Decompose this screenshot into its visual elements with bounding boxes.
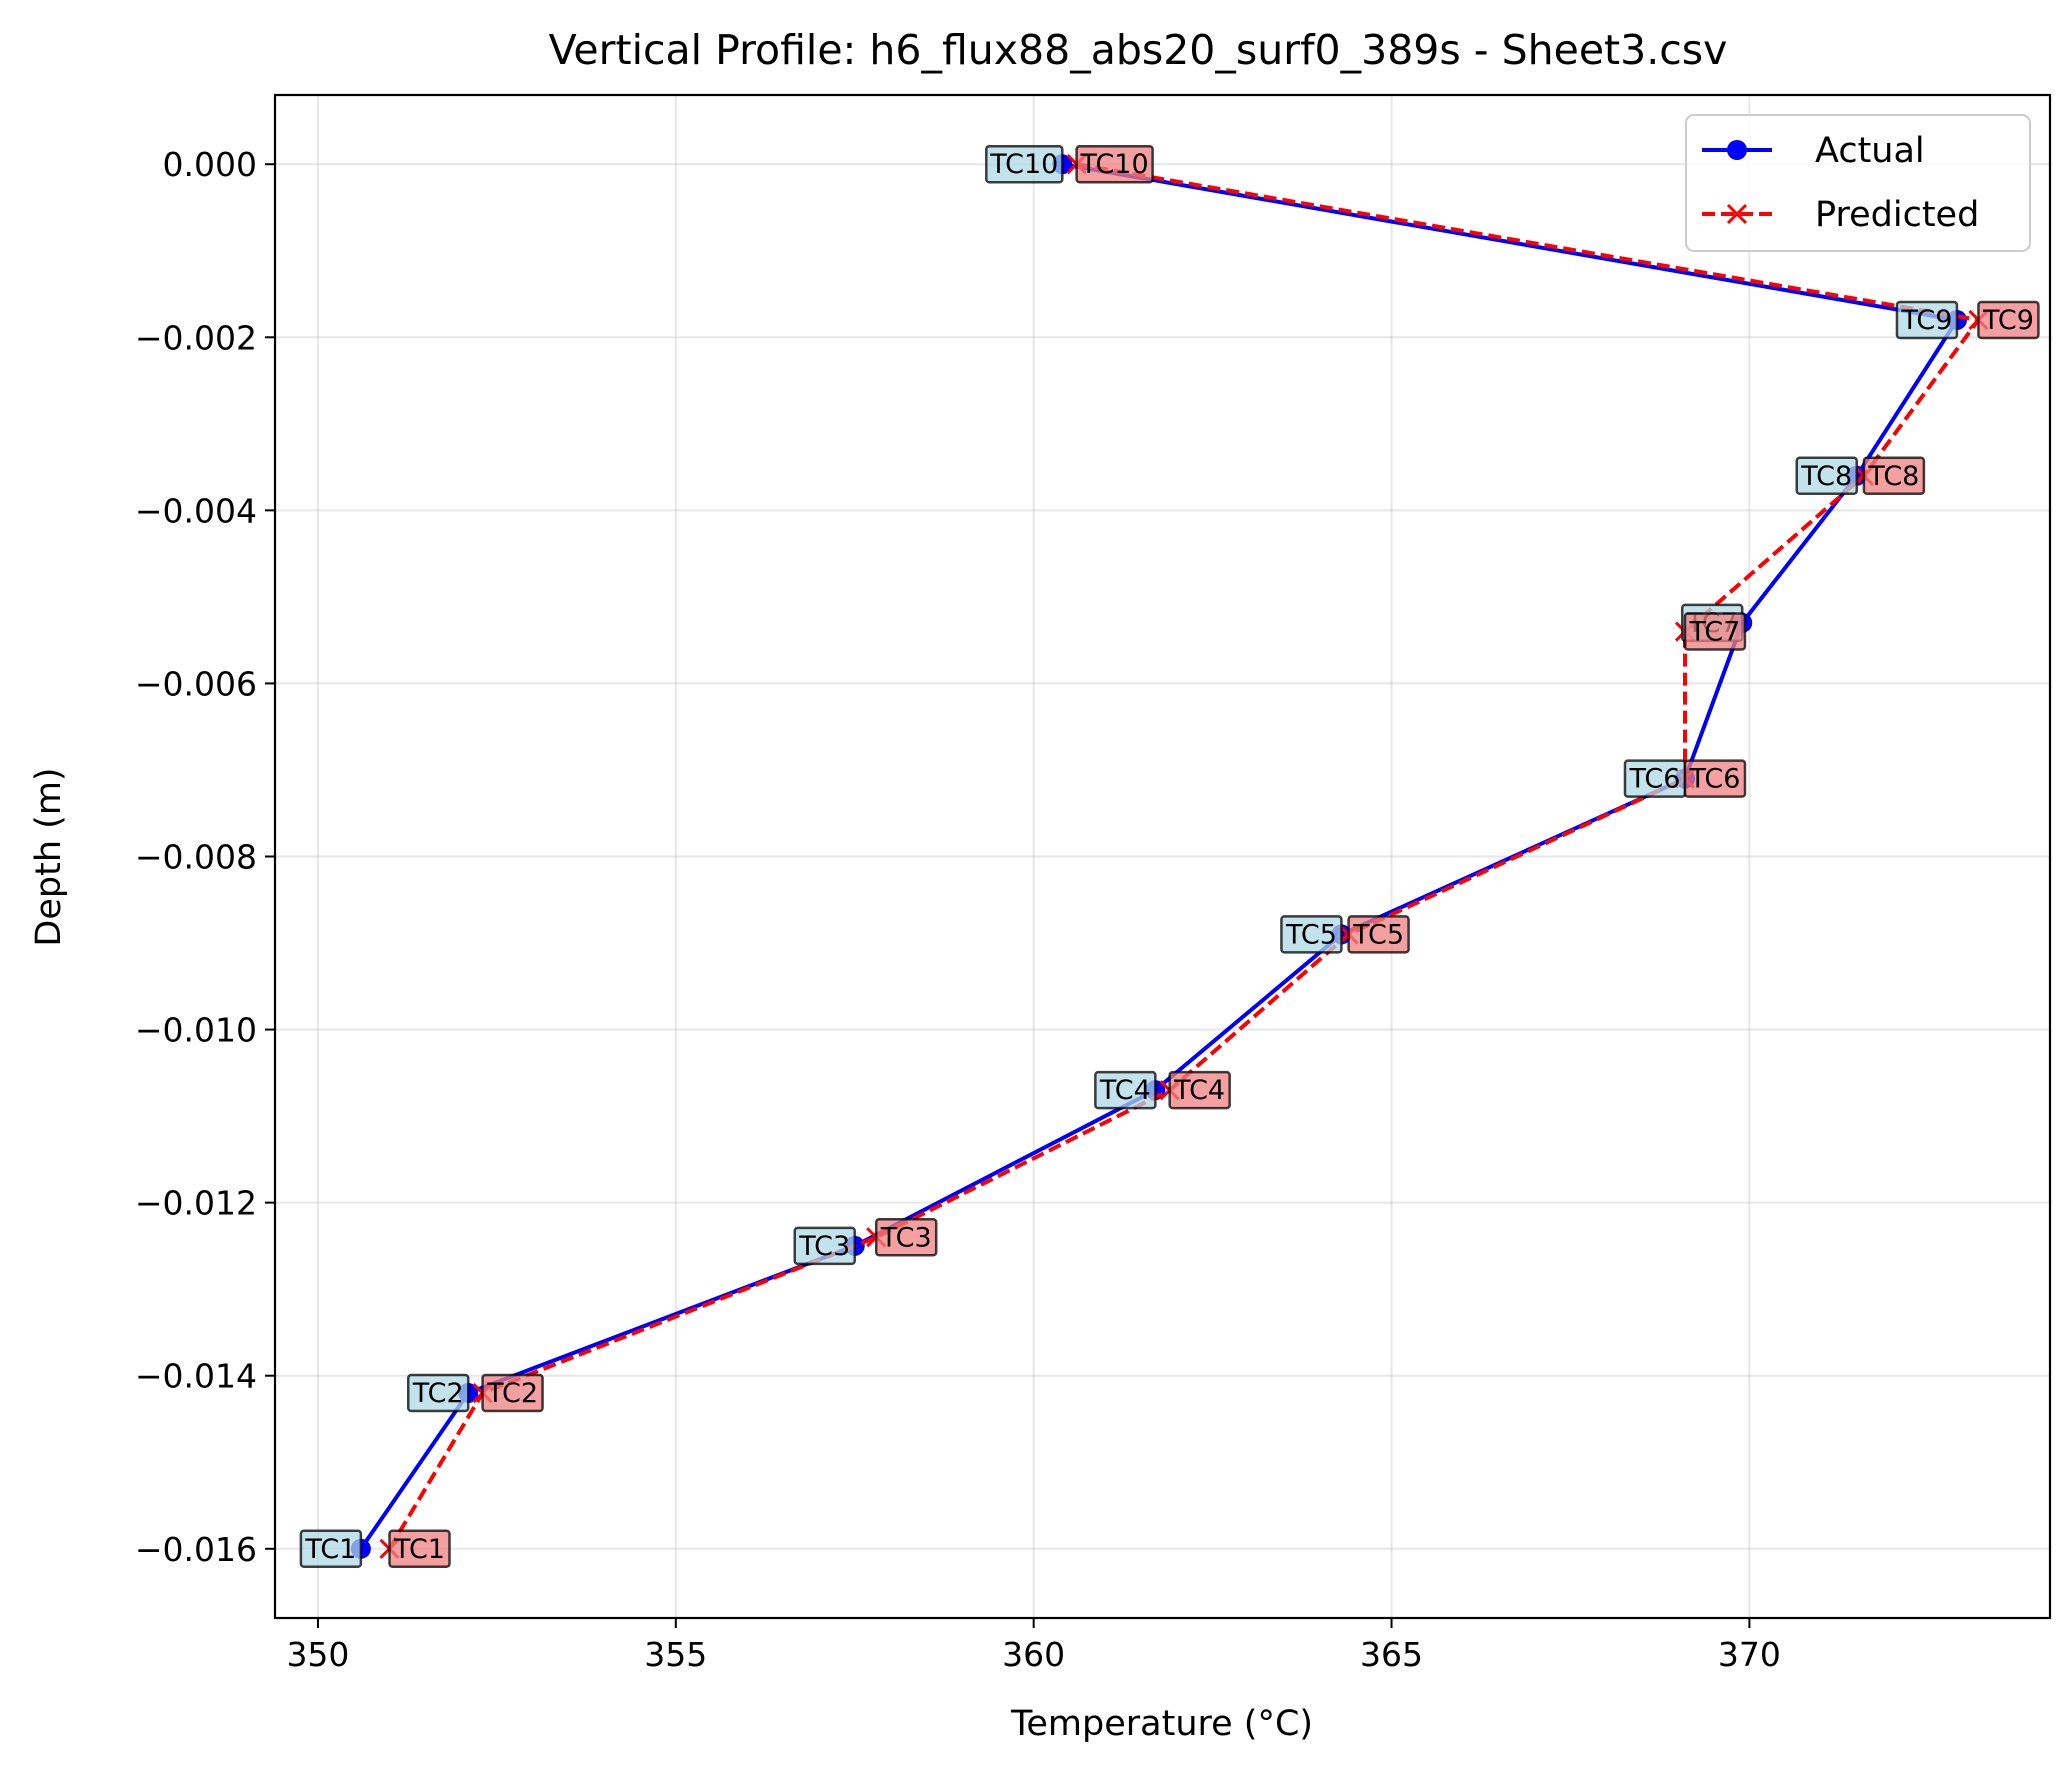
point-label: TC2	[406, 1373, 470, 1413]
point-label: TC9	[1895, 300, 1959, 340]
point-label-box	[1977, 300, 2040, 340]
point-label: TC4	[1168, 1070, 1231, 1110]
chart-title: Vertical Profile: h6_flux88_abs20_surf0_…	[549, 26, 1728, 74]
point-label-box	[1075, 144, 1154, 184]
point-label-box	[1094, 1070, 1157, 1110]
point-label-text: TC5	[1285, 919, 1337, 950]
point-label: TC10	[1075, 144, 1154, 184]
point-label: TC3	[793, 1226, 856, 1266]
y-tick-label: −0.002	[135, 318, 257, 357]
point-label-box	[985, 144, 1064, 184]
point-label: TC6	[1683, 759, 1747, 798]
y-tick-label: −0.012	[135, 1184, 257, 1223]
legend-label-actual: Actual	[1815, 131, 1925, 171]
point-label-box	[874, 1218, 938, 1257]
point-label-box	[1895, 300, 1959, 340]
point-label: TC1	[388, 1529, 451, 1569]
point-label: TC8	[1795, 456, 1859, 495]
point-label-text: TC5	[1352, 919, 1404, 950]
point-label-box	[299, 1529, 363, 1569]
x-tick-label: 355	[644, 1635, 707, 1674]
point-label-text: TC8	[1867, 461, 1919, 492]
y-axis-title: Depth (m)	[29, 767, 69, 946]
x-tick-label: 365	[1360, 1635, 1423, 1674]
legend-marker-predicted	[1726, 203, 1748, 225]
x-axis-title: Temperature (°C)	[1010, 1704, 1313, 1744]
point-label-text: TC2	[412, 1378, 464, 1409]
x-tick-label: 360	[1002, 1635, 1065, 1674]
point-label-text: TC10	[1080, 149, 1149, 180]
x-axis: 350 355 360 365 370	[286, 1618, 1781, 1674]
point-label-text: TC10	[989, 149, 1058, 180]
y-tick-label: −0.008	[135, 838, 257, 877]
point-label-box	[793, 1226, 856, 1266]
point-label: TC6	[1623, 759, 1687, 798]
point-label-text: TC6	[1689, 764, 1741, 795]
point-label-box	[388, 1529, 451, 1569]
point-label: TC5	[1347, 915, 1410, 954]
y-tick-label: −0.016	[135, 1530, 257, 1569]
point-label-text: TC3	[880, 1222, 932, 1253]
x-tick-label: 370	[1718, 1635, 1781, 1674]
grid	[275, 95, 2050, 1618]
legend-label-predicted: Predicted	[1815, 195, 1979, 235]
point-label: TC4	[1094, 1070, 1157, 1110]
point-label-box	[1280, 915, 1343, 954]
legend-marker-actual	[1727, 140, 1747, 160]
point-label: TC7	[1683, 612, 1747, 651]
point-labels: TC1 TC2 TC3 TC4 TC5 TC6 TC7 TC8 TC9 TC10 TC1 TC2 TC3…	[299, 144, 2040, 1569]
x-tick-label: 350	[286, 1635, 349, 1674]
y-tick-label: 0.000	[163, 145, 257, 184]
series-line-predicted	[387, 162, 1981, 1550]
point-label: TC8	[1862, 456, 1926, 495]
point-label-box	[481, 1373, 544, 1413]
legend: Actual Predicted	[1685, 114, 2031, 252]
point-label-text: TC6	[1629, 764, 1681, 795]
y-tick-label: −0.014	[135, 1357, 257, 1396]
point-label-text: TC9	[1900, 305, 1952, 336]
y-tick-label: −0.006	[135, 664, 257, 703]
point-label-box	[1683, 759, 1747, 798]
point-label-text: TC3	[798, 1231, 850, 1262]
y-tick-label: −0.004	[135, 491, 257, 530]
point-label-box	[1795, 456, 1859, 495]
point-label-text: TC4	[1173, 1075, 1225, 1106]
point-label: TC5	[1280, 915, 1343, 954]
point-label-box	[1347, 915, 1410, 954]
point-label-box	[1683, 612, 1747, 651]
point-label-text: TC8	[1800, 461, 1852, 492]
point-label-text: TC9	[1982, 305, 2034, 336]
point-label-box	[1168, 1070, 1231, 1110]
point-label-box	[1862, 456, 1926, 495]
point-label-text: TC1	[304, 1534, 356, 1565]
point-label: TC1	[299, 1529, 363, 1569]
x-marker-stroke	[1726, 203, 1748, 225]
point-label-box	[406, 1373, 470, 1413]
point-label-text: TC4	[1099, 1075, 1151, 1106]
point-label-text: TC7	[1689, 617, 1741, 648]
point-label: TC9	[1977, 300, 2040, 340]
y-tick-label: −0.010	[135, 1011, 257, 1050]
point-label-text: TC2	[486, 1378, 538, 1409]
point-label: TC10	[985, 144, 1064, 184]
point-label-text: TC1	[393, 1534, 445, 1565]
y-axis: 0.000 −0.002 −0.004 −0.006 −0.008 −0.010 −0.01…	[135, 145, 275, 1569]
point-label: TC2	[481, 1373, 544, 1413]
point-label: TC3	[874, 1218, 938, 1257]
